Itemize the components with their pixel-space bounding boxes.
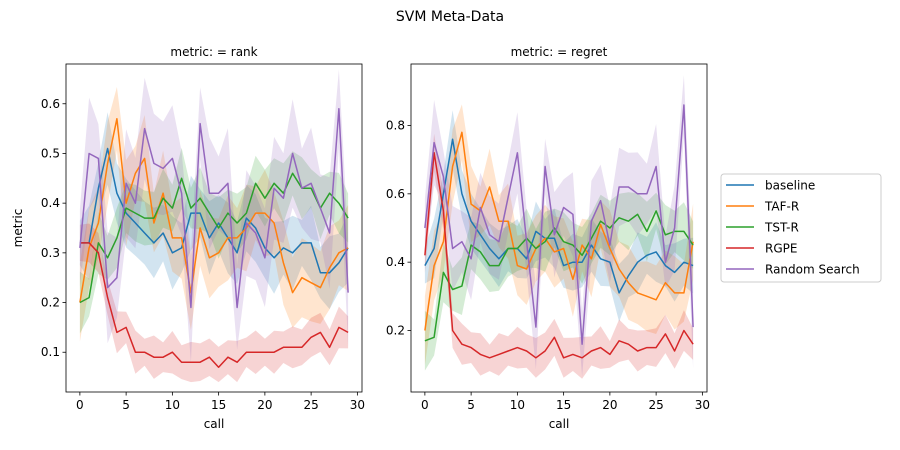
legend-frame	[720, 173, 882, 283]
x-tick-label: 10	[165, 398, 180, 412]
confidence-band	[79, 69, 349, 363]
series-line	[424, 152, 694, 359]
plot-area	[424, 75, 694, 379]
x-tick-label: 15	[556, 398, 571, 412]
confidence-band	[79, 147, 349, 334]
y-axis-label: metric	[11, 209, 25, 248]
series-line	[79, 147, 349, 274]
confidence-band	[79, 223, 349, 383]
x-tick-label: 0	[76, 398, 84, 412]
confidence-band	[424, 75, 694, 377]
series-line	[79, 242, 349, 368]
series-line	[424, 104, 694, 345]
panel-title: metric: = rank	[170, 45, 257, 59]
x-tick-label: 5	[467, 398, 475, 412]
series-line	[424, 131, 694, 331]
confidence-band	[424, 192, 694, 371]
series-line	[424, 138, 694, 294]
series-line	[424, 210, 694, 342]
legend-label: TST-R	[764, 221, 799, 235]
y-tick-label: 0.2	[41, 296, 60, 310]
plot-area	[79, 69, 349, 383]
y-tick-label: 0.4	[386, 255, 405, 269]
rank-panel: metric: = rank 0 5 10 15 20 25 30 0.1 0.2 0.3 0.4 0.…	[11, 45, 365, 431]
x-tick-label: 30	[695, 398, 710, 412]
legend-label: Random Search	[765, 263, 860, 277]
x-tick-label: 20	[257, 398, 272, 412]
y-tick-label: 0.4	[41, 196, 60, 210]
confidence-band	[424, 110, 694, 322]
figure-suptitle: SVM Meta-Data	[396, 9, 504, 25]
y-tick-label: 0.3	[41, 246, 60, 260]
y-tick-label: 0.2	[386, 324, 405, 338]
y-tick-label: 0.1	[41, 345, 60, 359]
confidence-band	[424, 133, 694, 379]
y-tick-label: 0.8	[386, 119, 405, 133]
x-tick-label: 25	[648, 398, 663, 412]
confidence-band	[79, 112, 349, 310]
x-tick-label: 10	[510, 398, 525, 412]
y-tick-label: 0.6	[386, 187, 405, 201]
x-tick-label: 25	[303, 398, 318, 412]
axes-frame	[65, 63, 363, 393]
series-line	[79, 117, 349, 303]
confidence-band	[79, 87, 349, 342]
x-tick-label: 5	[122, 398, 130, 412]
legend-label: TAF-R	[764, 200, 799, 214]
series-line	[79, 107, 349, 309]
y-tick-label: 0.5	[41, 146, 60, 160]
legend-label: baseline	[765, 179, 815, 193]
panel-title: metric: = regret	[511, 45, 608, 59]
x-axis-label: call	[549, 417, 570, 431]
x-tick-label: 30	[350, 398, 365, 412]
regret-panel: metric: = regret 0 5 10 15 20 25 30 0.2 0.4 0.6 0.8…	[386, 45, 710, 431]
x-tick-label: 0	[421, 398, 429, 412]
x-tick-label: 15	[211, 398, 226, 412]
x-tick-label: 20	[602, 398, 617, 412]
legend-label: RGPE	[765, 242, 797, 256]
y-tick-label: 0.6	[41, 97, 60, 111]
legend: baseline TAF-R TST-R RGPE Random Search	[720, 173, 882, 283]
axes-frame	[410, 63, 708, 393]
x-axis-label: call	[204, 417, 225, 431]
